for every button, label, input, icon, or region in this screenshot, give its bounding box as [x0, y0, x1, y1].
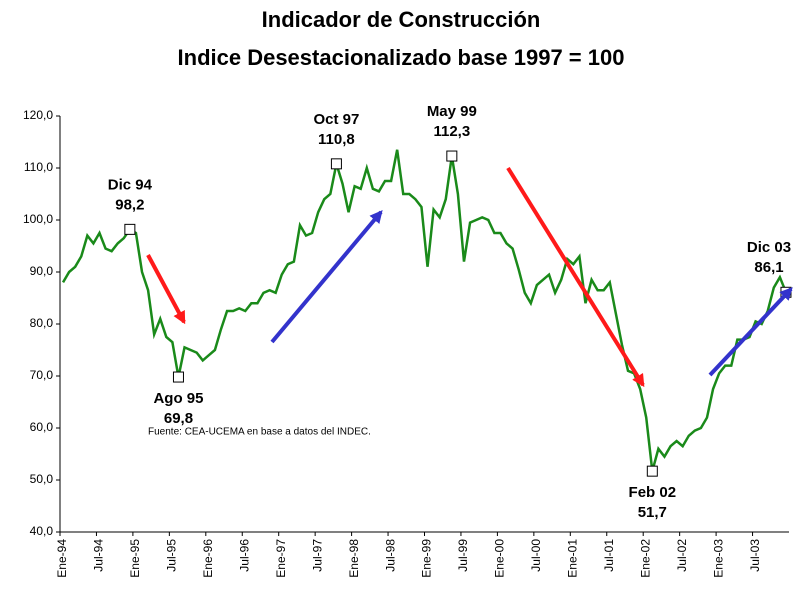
- y-tick-label: 50,0: [30, 472, 54, 486]
- point-label: May 99: [427, 103, 477, 120]
- x-tick-label: Ene-94: [55, 539, 69, 578]
- y-tick-label: 100,0: [23, 212, 53, 226]
- point-marker: [646, 465, 658, 477]
- y-tick-label: 60,0: [30, 420, 54, 434]
- y-tick-label: 70,0: [30, 368, 54, 382]
- arrow-down: [146, 254, 186, 325]
- point-label: Oct 97: [313, 111, 359, 128]
- x-tick-label: Jul-96: [237, 539, 251, 572]
- point-marker: [330, 158, 342, 170]
- y-tick-label: 80,0: [30, 316, 54, 330]
- x-tick-label: Jul-95: [165, 539, 179, 572]
- arrow-down: [506, 166, 645, 388]
- x-tick-label: Jul-01: [602, 539, 616, 572]
- y-tick-label: 40,0: [30, 524, 54, 538]
- x-tick-label: Jul-02: [675, 539, 689, 572]
- x-tick-label: Ene-98: [347, 539, 361, 578]
- x-tick-label: Ene-02: [638, 539, 652, 578]
- value-label: 51,7: [638, 504, 667, 521]
- point-label: Ago 95: [153, 390, 203, 407]
- x-tick-label: Ene-99: [420, 539, 434, 578]
- x-tick-label: Jul-00: [529, 539, 543, 572]
- x-tick-label: Ene-97: [274, 539, 288, 578]
- value-label: 86,1: [754, 259, 783, 276]
- x-tick-label: Jul-97: [310, 539, 324, 572]
- x-tick-label: Ene-96: [201, 539, 215, 578]
- chart-title: Indicador de Construcción: [262, 7, 541, 32]
- x-tick-label: Jul-99: [456, 539, 470, 572]
- x-tick-label: Ene-03: [711, 539, 725, 578]
- trend-arrows: [146, 166, 793, 388]
- line: [61, 149, 788, 472]
- y-tick-label: 110,0: [24, 160, 53, 174]
- arrow-up: [708, 287, 793, 377]
- x-tick-label: Ene-01: [566, 539, 580, 578]
- x-tick-label: Jul-94: [92, 539, 106, 572]
- point-label: Dic 94: [108, 176, 153, 193]
- value-label: 112,3: [433, 123, 470, 140]
- point-label: Dic 03: [747, 239, 791, 256]
- chart-subtitle: Indice Desestacionalizado base 1997 = 10…: [178, 45, 625, 70]
- point-marker: [172, 371, 184, 383]
- point-marker: [446, 150, 458, 162]
- x-tick-label: Ene-95: [128, 539, 142, 578]
- value-label: 69,8: [164, 410, 193, 427]
- value-label: 110,8: [318, 131, 355, 148]
- point-marker: [124, 223, 136, 235]
- x-tick-label: Jul-98: [383, 539, 397, 572]
- arrow-up: [270, 210, 383, 344]
- source-note: Fuente: CEA-UCEMA en base a datos del IN…: [148, 427, 371, 438]
- x-tick-label: Jul-03: [748, 539, 762, 572]
- x-tick-label: Ene-00: [493, 539, 507, 578]
- value-label: 98,2: [115, 196, 144, 213]
- y-tick-label: 90,0: [30, 264, 54, 278]
- point-label: Feb 02: [629, 484, 677, 501]
- y-tick-label: 120,0: [23, 108, 53, 122]
